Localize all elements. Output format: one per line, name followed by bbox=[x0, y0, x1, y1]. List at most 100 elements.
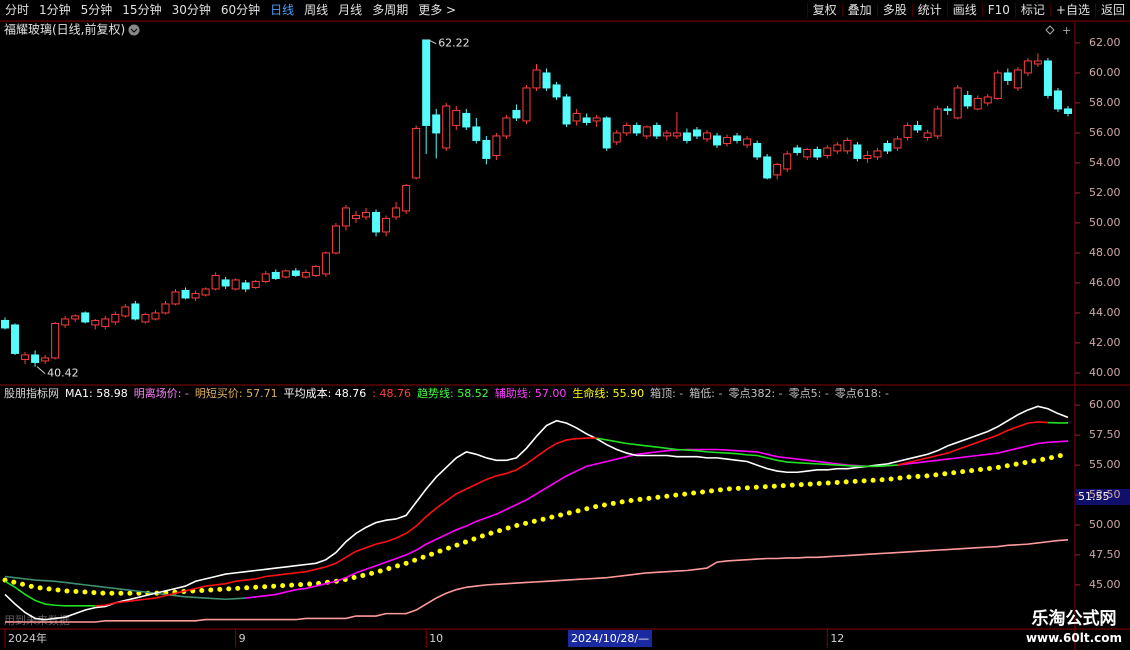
candle-body bbox=[813, 148, 822, 158]
candle-body bbox=[251, 280, 260, 288]
watermark-title: 乐淘公式网 bbox=[1031, 609, 1117, 629]
toolbar-button[interactable]: 多股 bbox=[876, 3, 912, 17]
candle-body bbox=[773, 163, 782, 176]
period-tab[interactable]: 60分钟 bbox=[220, 3, 261, 17]
candle-body bbox=[582, 117, 591, 123]
candle-body bbox=[873, 150, 882, 158]
candle-body bbox=[402, 184, 411, 212]
candle-body bbox=[392, 207, 401, 218]
cursor-value-box bbox=[1076, 489, 1130, 505]
candle-body bbox=[291, 270, 300, 276]
period-tab[interactable]: 5分钟 bbox=[80, 3, 113, 17]
title-menu-icon[interactable] bbox=[128, 24, 140, 36]
candle-body bbox=[763, 156, 772, 179]
indicator-line bbox=[2, 451, 1071, 596]
candle-body bbox=[372, 211, 381, 233]
high-pointer bbox=[427, 39, 437, 45]
y-tick-label: 48.00 bbox=[1089, 246, 1121, 259]
candle-body bbox=[572, 112, 581, 122]
y-tick-label: 42.00 bbox=[1089, 336, 1121, 349]
y-tick-label: 52.00 bbox=[1089, 186, 1121, 199]
period-tab[interactable]: 日线 bbox=[270, 3, 295, 17]
candle-body bbox=[301, 271, 310, 278]
candle-body bbox=[91, 319, 100, 326]
candle-body bbox=[532, 69, 541, 89]
x-tick-label: 12 bbox=[830, 632, 844, 645]
candle-body bbox=[913, 124, 922, 131]
candle-body bbox=[933, 108, 942, 137]
toolbar-button[interactable]: 画线 bbox=[946, 3, 982, 17]
y-tick-label: 52.50 bbox=[1089, 488, 1121, 501]
toolbar-button[interactable]: 标记 bbox=[1014, 3, 1050, 17]
candle-body bbox=[903, 124, 912, 138]
candle-body bbox=[221, 279, 230, 287]
candle-body bbox=[883, 142, 892, 152]
candle-body bbox=[652, 124, 661, 137]
candle-body bbox=[281, 270, 290, 278]
candle-body bbox=[432, 114, 441, 134]
candle-body bbox=[412, 127, 421, 179]
candle-body bbox=[351, 214, 361, 219]
candle-body bbox=[692, 129, 701, 137]
candle-body bbox=[803, 148, 812, 158]
toolbar-button[interactable]: 统计 bbox=[911, 3, 947, 17]
period-tab[interactable]: 多周期 bbox=[372, 3, 409, 17]
period-tab[interactable]: 月线 bbox=[338, 3, 363, 17]
toolbar-button[interactable]: F10 bbox=[981, 3, 1015, 17]
plus-icon[interactable]: + bbox=[1062, 24, 1071, 37]
period-tab[interactable]: 15分钟 bbox=[122, 3, 162, 17]
diamond-icon[interactable] bbox=[1045, 25, 1055, 35]
candle-body bbox=[973, 97, 982, 110]
candle-body bbox=[452, 109, 461, 126]
candle-body bbox=[743, 138, 752, 146]
period-tab[interactable]: 分时 bbox=[5, 3, 30, 17]
readout-item: 平均成本: 48.76 bbox=[283, 387, 367, 400]
candle-body bbox=[1003, 72, 1012, 81]
candle-body bbox=[843, 139, 852, 152]
readout-item: 零点382: - bbox=[728, 387, 783, 400]
readout-item: 箱顶: - bbox=[650, 387, 684, 400]
candle-body bbox=[562, 96, 571, 125]
candle-body bbox=[482, 139, 491, 159]
toolbar-button[interactable]: +自选 bbox=[1049, 3, 1095, 17]
y-tick-label: 46.00 bbox=[1089, 276, 1121, 289]
candle-body bbox=[141, 313, 150, 323]
period-tab[interactable]: 30分钟 bbox=[171, 3, 211, 17]
period-tab[interactable]: 1分钟 bbox=[39, 3, 71, 17]
candle-body bbox=[853, 144, 862, 159]
candle-body bbox=[492, 135, 501, 156]
candle-body bbox=[712, 135, 722, 146]
period-tab[interactable]: 周线 bbox=[304, 3, 329, 17]
toolbar-button[interactable]: 复权 bbox=[806, 3, 842, 17]
candle-body bbox=[51, 322, 60, 359]
period-tab[interactable]: 更多 > bbox=[418, 3, 457, 17]
y-tick-label: 58.00 bbox=[1089, 96, 1121, 109]
candle-body bbox=[963, 94, 972, 107]
indicator-line bbox=[4, 421, 1068, 607]
candle-body bbox=[993, 72, 1002, 99]
candle-body bbox=[1, 319, 10, 329]
candle-body bbox=[542, 72, 551, 89]
candle-body bbox=[923, 132, 932, 138]
candle-body bbox=[632, 124, 641, 134]
y-tick-label: 57.50 bbox=[1089, 428, 1121, 441]
y-tick-label: 54.00 bbox=[1089, 156, 1121, 169]
candle-body bbox=[472, 126, 481, 141]
y-tick-label: 62.00 bbox=[1089, 36, 1121, 49]
candle-body bbox=[61, 318, 70, 326]
y-tick-label: 56.00 bbox=[1089, 126, 1121, 139]
candle-body bbox=[502, 117, 511, 137]
candle-body bbox=[1043, 60, 1052, 96]
candle-body bbox=[943, 108, 952, 111]
toolbar-left: 分时 1分钟 5分钟 15分钟 30分钟 60分钟 日线 周线 月线 多周期 更多 > bbox=[0, 0, 461, 20]
low-pointer bbox=[36, 366, 46, 375]
readout-item: : 48.76 bbox=[372, 387, 411, 400]
readout-item: MA1: 58.98 bbox=[65, 387, 128, 400]
candle-body bbox=[231, 279, 240, 290]
toolbar-button[interactable]: 叠加 bbox=[841, 3, 877, 17]
candle-body bbox=[642, 126, 651, 137]
candle-body bbox=[181, 289, 190, 299]
toolbar-button[interactable]: 返回 bbox=[1094, 3, 1130, 17]
low-label: 40.42 bbox=[47, 367, 79, 380]
